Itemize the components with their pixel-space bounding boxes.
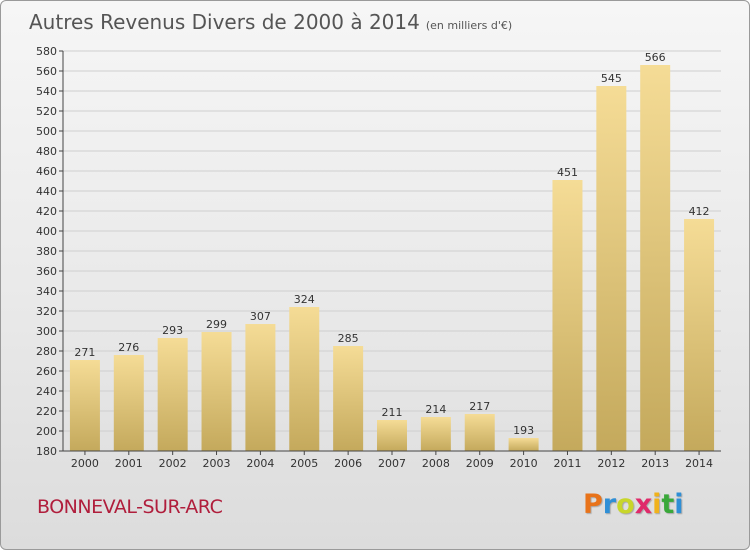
bar-value-label: 193 (513, 424, 534, 437)
bar (333, 346, 364, 451)
bar (464, 414, 495, 451)
x-tick-label: 2005 (290, 457, 318, 470)
y-tick-label: 400 (36, 225, 57, 238)
x-tick-label: 2004 (246, 457, 274, 470)
bar-value-label: 299 (206, 318, 227, 331)
bar (69, 360, 100, 451)
commune-name: BONNEVAL-SUR-ARC (37, 496, 223, 518)
y-tick-label: 480 (36, 145, 57, 158)
y-tick-label: 200 (36, 425, 57, 438)
x-tick-label: 2007 (378, 457, 406, 470)
bar (684, 219, 715, 451)
x-tick-label: 2011 (553, 457, 581, 470)
y-tick-label: 420 (36, 205, 57, 218)
proxiti-logo[interactable]: Proxiti (583, 489, 684, 520)
bar (596, 86, 627, 451)
y-tick-label: 260 (36, 365, 57, 378)
logo-letter: i (652, 489, 662, 520)
x-tick-label: 2014 (685, 457, 713, 470)
bar (245, 324, 276, 451)
y-tick-label: 500 (36, 125, 57, 138)
logo-letter: t (661, 489, 675, 520)
x-tick-label: 2008 (422, 457, 450, 470)
y-axis-ticks: 180 200 220 240 260 280 300 320 340 360 380 400 420 4… (36, 45, 63, 458)
logo-letter: i (674, 489, 684, 520)
x-tick-label: 2000 (71, 457, 99, 470)
x-tick-label: 2002 (159, 457, 187, 470)
logo-letter: o (616, 489, 635, 520)
axes (62, 51, 721, 452)
x-tick-label: 2012 (597, 457, 625, 470)
bar-value-label: 566 (645, 51, 666, 64)
y-tick-label: 340 (36, 285, 57, 298)
bar-value-label: 324 (294, 293, 315, 306)
bar-value-label: 276 (118, 341, 139, 354)
bar-value-label: 271 (74, 346, 95, 359)
y-tick-label: 580 (36, 45, 57, 58)
y-tick-label: 220 (36, 405, 57, 418)
x-axis-labels: 2000 2001 2002 2003 2004 2005 2006 2007 2008 2009… (71, 451, 713, 470)
y-tick-label: 560 (36, 65, 57, 78)
y-tick-label: 180 (36, 445, 57, 458)
logo-letter: x (634, 489, 653, 520)
bar (640, 65, 671, 451)
bar (201, 332, 232, 451)
bar-value-label: 451 (557, 166, 578, 179)
x-tick-label: 2009 (466, 457, 494, 470)
bar (113, 355, 144, 451)
bars: 271 276 293 299 307 324 285 211 214 217 193 451 545 5… (69, 51, 715, 451)
y-tick-label: 320 (36, 305, 57, 318)
y-tick-label: 520 (36, 105, 57, 118)
bar (420, 417, 451, 451)
x-tick-label: 2010 (510, 457, 538, 470)
logo-letter: P (583, 489, 603, 520)
chart-title: Autres Revenus Divers de 2000 à 2014 (en … (29, 10, 512, 34)
y-tick-label: 440 (36, 185, 57, 198)
bar-value-label: 285 (338, 332, 359, 345)
y-tick-label: 300 (36, 325, 57, 338)
bar-value-label: 293 (162, 324, 183, 337)
x-tick-label: 2003 (203, 457, 231, 470)
x-tick-label: 2001 (115, 457, 143, 470)
chart-title-text: Autres Revenus Divers de 2000 à 2014 (29, 10, 420, 34)
x-tick-label: 2013 (641, 457, 669, 470)
bar-value-label: 412 (689, 205, 710, 218)
y-tick-label: 280 (36, 345, 57, 358)
bar (377, 420, 407, 451)
y-tick-label: 460 (36, 165, 57, 178)
bar (289, 307, 320, 451)
bar-value-label: 211 (382, 406, 403, 419)
logo-letter: r (602, 489, 617, 520)
y-tick-label: 540 (36, 85, 57, 98)
y-tick-label: 240 (36, 385, 57, 398)
bar-value-label: 545 (601, 72, 622, 85)
bar-value-label: 214 (425, 403, 446, 416)
bar (157, 338, 188, 451)
bar (552, 180, 583, 451)
chart-unit: (en milliers d'€) (425, 19, 513, 32)
y-tick-label: 360 (36, 265, 57, 278)
y-tick-label: 380 (36, 245, 57, 258)
bar-value-label: 307 (250, 310, 271, 323)
bar (508, 438, 539, 451)
x-tick-label: 2006 (334, 457, 362, 470)
bar-value-label: 217 (469, 400, 490, 413)
